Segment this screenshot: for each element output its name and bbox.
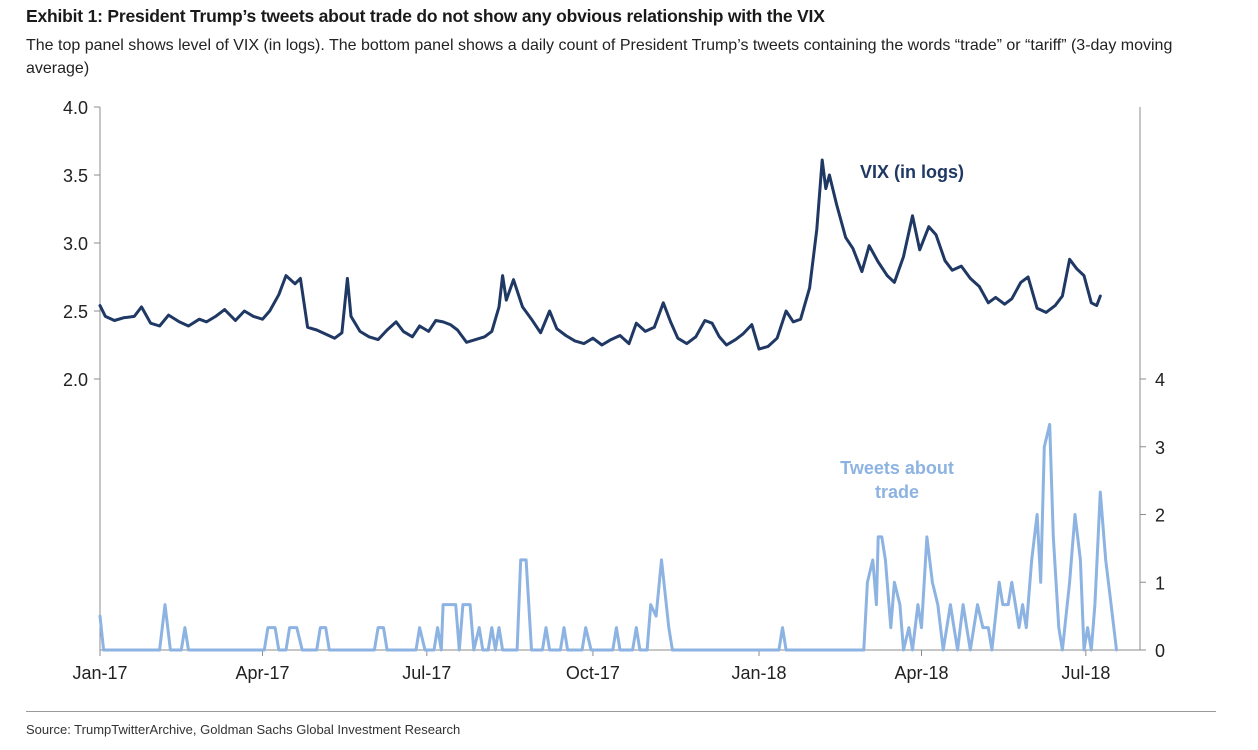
left-y-tick-label: 4.0 [63,98,88,118]
left-y-tick-label: 3.0 [63,234,88,254]
source-divider [26,711,1216,712]
x-tick-label: Apr-17 [235,663,289,683]
right-y-tick-label: 1 [1155,573,1165,593]
vix-series-label: VIX (in logs) [860,162,964,182]
x-tick-label: Jan-17 [72,663,127,683]
tweets-series-label-line1: Tweets about [840,458,954,478]
x-tick-label: Jan-18 [732,663,787,683]
right-y-tick-label: 0 [1155,641,1165,661]
chart-title: Exhibit 1: President Trump’s tweets abou… [26,6,825,26]
tweets-series-line [98,422,1118,652]
left-y-tick-label: 2.5 [63,302,88,322]
left-y-tick-label: 2.0 [63,370,88,390]
tweets-series-label-line2: trade [875,482,919,502]
chart-series [98,158,1118,652]
x-tick-label: Jul-17 [402,663,451,683]
right-y-tick-label: 2 [1155,506,1165,526]
x-tick-label: Jul-18 [1061,663,1110,683]
chart-subtitle: The top panel shows level of VIX (in log… [26,37,1173,77]
x-tick-label: Oct-17 [566,663,620,683]
right-y-tick-label: 4 [1155,370,1165,390]
right-y-tick-label: 3 [1155,438,1165,458]
source-note: Source: TrumpTwitterArchive, Goldman Sac… [26,722,461,737]
left-y-tick-label: 3.5 [63,166,88,186]
x-tick-label: Apr-18 [895,663,949,683]
chart-labels: VIX (in logs) Tweets about trade [840,162,964,502]
chart-axes: 2.0 2.5 3.0 3.5 4.0 0 1 2 3 4 Jan-17 Apr-17 Jul-17 Oc… [63,98,1165,683]
vix-series-line [98,158,1102,351]
